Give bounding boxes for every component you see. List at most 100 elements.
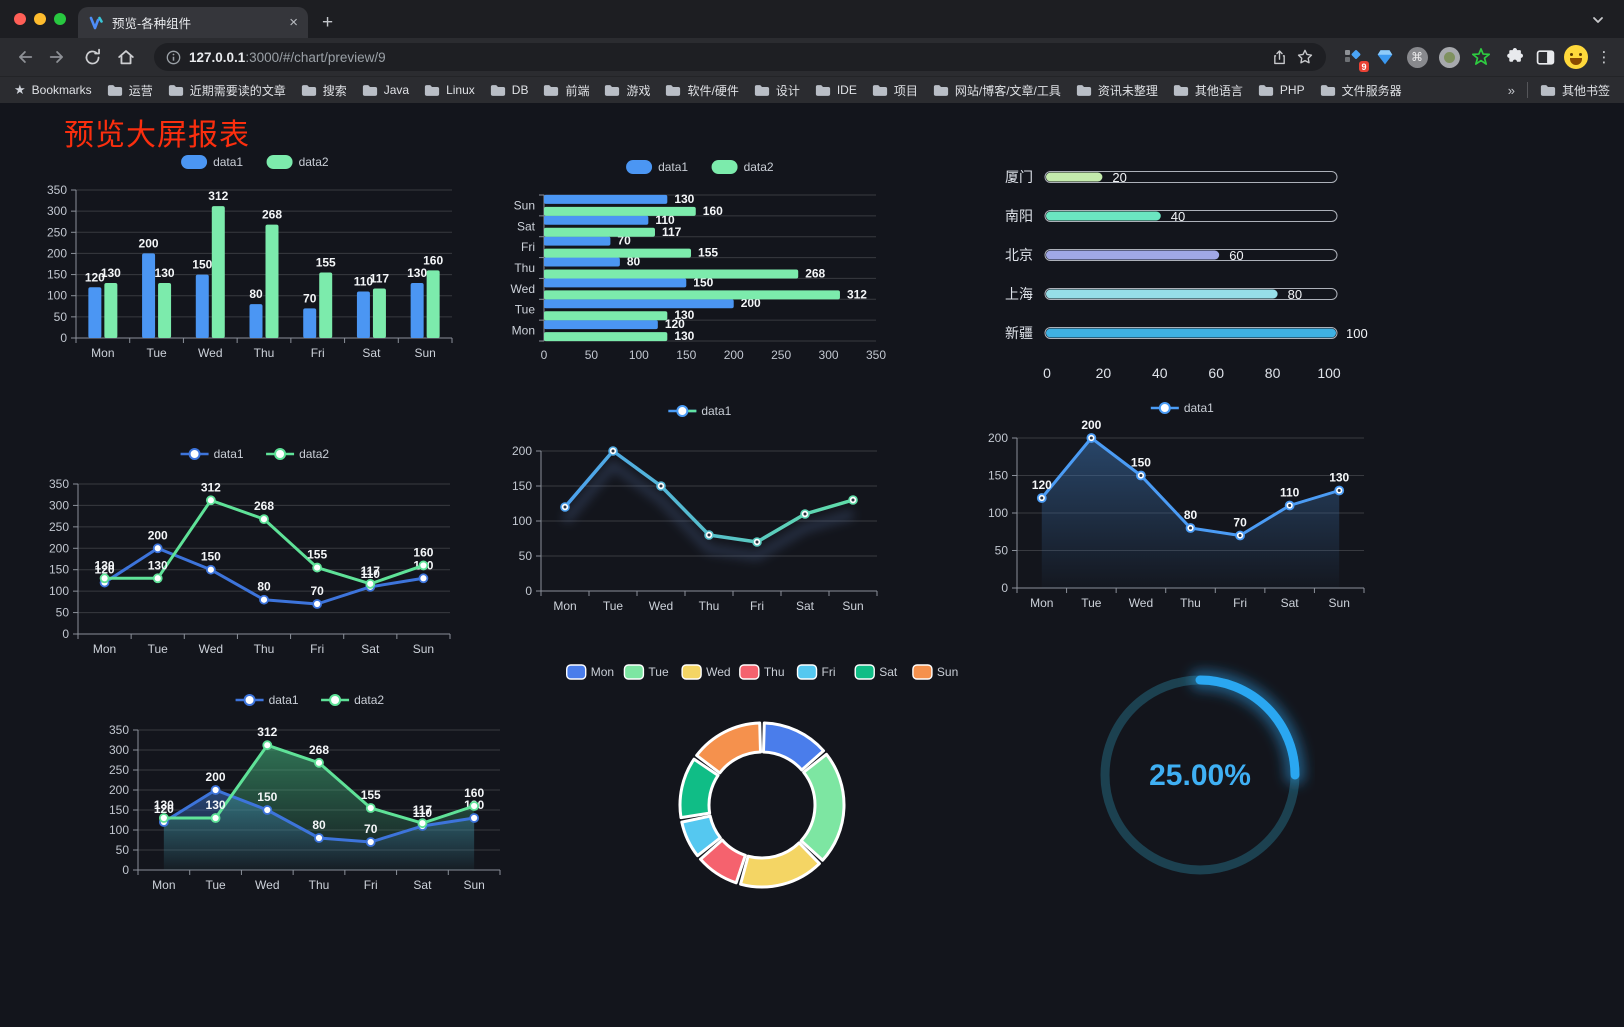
browser-tab[interactable]: 预览-各种组件 × (78, 7, 308, 38)
bar-data1 (544, 278, 687, 288)
extension-command-icon[interactable]: ⌘ (1404, 44, 1430, 70)
extension-star-icon[interactable] (1468, 44, 1494, 70)
legend-item-Fri[interactable]: Fri (796, 664, 836, 680)
progress-label: 新疆 (1005, 325, 1033, 341)
url-text[interactable]: 127.0.0.1:3000/#/chart/preview/9 (189, 50, 1263, 65)
legend-item-Mon[interactable]: Mon (566, 664, 614, 680)
extensions-puzzle-icon[interactable] (1500, 44, 1526, 70)
extension-tampermonkey-icon[interactable]: 9 (1340, 44, 1369, 72)
svg-text:data2: data2 (744, 160, 774, 174)
bookmark-folder-item[interactable]: 其他语言 (1173, 82, 1243, 99)
back-button[interactable] (10, 43, 38, 71)
chart-legend: data1 data2 (181, 155, 329, 169)
bookmark-folder-item[interactable]: 资讯未整理 (1076, 82, 1158, 99)
svg-text:155: 155 (316, 255, 336, 269)
bookmark-folder-item[interactable]: 近期需要读的文章 (168, 82, 286, 99)
bookmark-folder-item[interactable]: PHP (1258, 82, 1305, 99)
bookmark-folder-item[interactable]: Java (362, 82, 409, 99)
bookmarks-manager-item[interactable]: ★ Bookmarks (14, 82, 92, 98)
bookmark-folder-item[interactable]: IDE (815, 82, 857, 99)
close-window-button[interactable] (14, 13, 26, 25)
svg-text:130: 130 (674, 329, 694, 343)
site-info-icon[interactable] (166, 50, 181, 65)
bookmark-folder-item[interactable]: 游戏 (604, 82, 650, 99)
window-controls[interactable] (14, 13, 66, 25)
bookmark-star-icon[interactable] (1296, 48, 1314, 66)
extension-recorder-icon[interactable] (1436, 44, 1462, 70)
side-panel-icon[interactable] (1532, 44, 1558, 70)
gauge-progress-arc (1195, 675, 1300, 780)
svg-text:117: 117 (413, 803, 433, 817)
bookmark-folder-item[interactable]: 软件/硬件 (665, 82, 739, 99)
bar-data2 (544, 311, 668, 321)
new-tab-button[interactable]: + (322, 12, 334, 33)
profile-avatar[interactable] (1564, 45, 1588, 69)
legend-item-data2[interactable]: data2 (266, 155, 329, 169)
extension-badge: 9 (1358, 61, 1369, 72)
legend-item-data1[interactable]: data1 (181, 155, 243, 169)
legend-item-data2[interactable]: data2 (711, 160, 774, 174)
svg-text:50: 50 (585, 348, 599, 362)
svg-text:Tue: Tue (1081, 596, 1102, 610)
legend-item-data2[interactable]: data2 (266, 447, 329, 461)
svg-text:300: 300 (49, 498, 69, 512)
bookmark-folder-item[interactable]: 项目 (872, 82, 918, 99)
extension-gem-icon[interactable] (1372, 44, 1398, 70)
bookmark-folder-item[interactable]: 网站/博客/文章/工具 (933, 82, 1061, 99)
svg-text:Thu: Thu (254, 346, 275, 360)
legend-item-Sat[interactable]: Sat (854, 664, 898, 680)
bookmark-folder-item[interactable]: DB (490, 82, 528, 99)
other-bookmarks-folder[interactable]: 其他书签 (1540, 82, 1610, 99)
svg-text:110: 110 (1280, 486, 1300, 500)
svg-text:200: 200 (1081, 418, 1101, 432)
legend-item-data2[interactable]: data2 (321, 693, 384, 707)
svg-text:50: 50 (56, 606, 70, 620)
svg-text:350: 350 (49, 477, 69, 491)
bookmark-folder-item[interactable]: 文件服务器 (1320, 82, 1402, 99)
svg-text:Wed: Wed (511, 282, 535, 296)
svg-text:data2: data2 (299, 155, 329, 169)
home-button[interactable] (112, 43, 140, 71)
svg-text:Wed: Wed (1129, 596, 1153, 610)
pie-slice-Thu (698, 838, 747, 885)
bookmark-folder-item[interactable]: 设计 (754, 82, 800, 99)
url-bar[interactable]: 127.0.0.1:3000/#/chart/preview/9 (154, 43, 1326, 71)
svg-text:Sat: Sat (796, 599, 815, 613)
legend-item-data1[interactable]: data1 (626, 160, 688, 174)
legend-item-data1[interactable]: data1 (1150, 401, 1214, 415)
folder-icon (107, 84, 122, 96)
svg-text:268: 268 (254, 499, 274, 513)
tab-search-chevron-icon[interactable] (1590, 12, 1606, 28)
bookmark-folder-item[interactable]: 前端 (543, 82, 589, 99)
legend-item-data1[interactable]: data1 (668, 404, 732, 418)
svg-text:250: 250 (771, 348, 791, 362)
bar-data2 (211, 206, 225, 338)
legend-item-data1[interactable]: data1 (180, 447, 244, 461)
browser-menu-icon[interactable]: ⋮ (1596, 49, 1612, 66)
legend-item-Tue[interactable]: Tue (623, 664, 669, 680)
forward-button[interactable] (44, 43, 72, 71)
bookmark-folder-item[interactable]: 搜索 (301, 82, 347, 99)
bookmark-folder-item[interactable]: 运营 (107, 82, 153, 99)
legend-item-data1[interactable]: data1 (235, 693, 299, 707)
share-icon[interactable] (1271, 49, 1288, 66)
svg-text:Sat: Sat (362, 346, 381, 360)
legend-item-Sun[interactable]: Sun (912, 664, 958, 680)
legend-item-Thu[interactable]: Thu (739, 664, 785, 680)
tab-close-icon[interactable]: × (289, 14, 298, 31)
bookmarks-overflow-chevron[interactable]: » (1507, 82, 1515, 98)
reload-button[interactable] (78, 43, 106, 71)
svg-text:100: 100 (49, 584, 69, 598)
svg-text:70: 70 (617, 234, 631, 248)
legend-item-Wed[interactable]: Wed (681, 664, 731, 680)
svg-text:120: 120 (85, 270, 105, 284)
folder-icon (1076, 84, 1092, 96)
minimize-window-button[interactable] (34, 13, 46, 25)
svg-text:40: 40 (1152, 365, 1168, 381)
svg-text:Mon: Mon (512, 324, 535, 338)
zoom-window-button[interactable] (54, 13, 66, 25)
bookmark-folder-item[interactable]: Linux (424, 82, 475, 99)
progress-label: 南阳 (1005, 208, 1033, 224)
svg-text:268: 268 (805, 267, 825, 281)
